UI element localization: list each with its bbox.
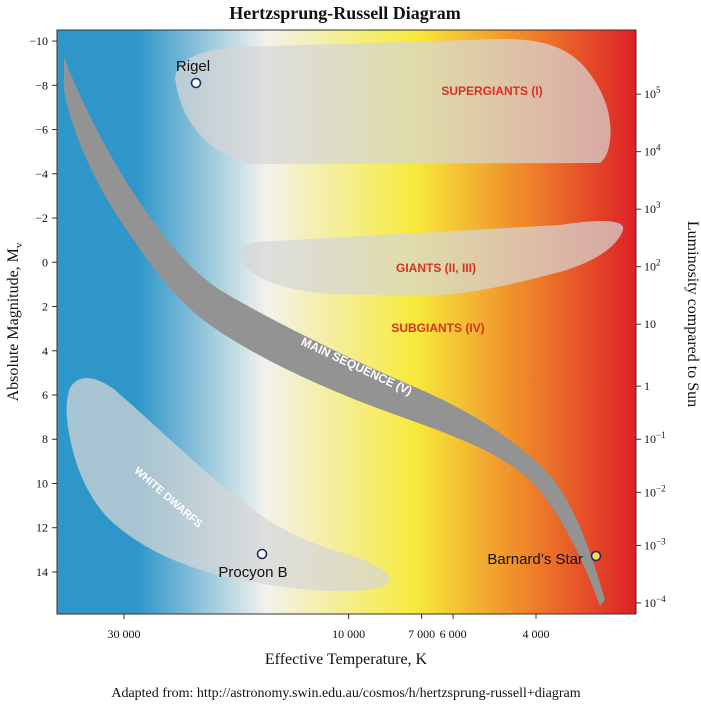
star-rigel-marker	[190, 77, 202, 89]
giants-label: GIANTS (II, III)	[396, 261, 476, 275]
right-tick-exp: 4	[656, 143, 661, 153]
left-axis-label: Absolute Magnitude, Mv	[5, 242, 25, 401]
right-tick-exp: −1	[656, 430, 666, 440]
left-tick-label: 12	[36, 521, 48, 535]
star-procyon-b-marker	[256, 548, 268, 560]
right-tick-exp: −4	[656, 594, 666, 604]
chart-title: Hertzsprung-Russell Diagram	[229, 3, 460, 23]
bottom-tick-label: 7 000	[408, 627, 435, 641]
left-tick-label: 6	[42, 388, 48, 402]
right-tick-label: 10−4	[644, 594, 666, 610]
right-tick-label: 103	[644, 200, 661, 216]
bottom-tick-label: 30 000	[108, 627, 141, 641]
credit-text: Adapted from: http://astronomy.swin.edu.…	[111, 686, 580, 701]
bottom-tick-label: 4 000	[523, 627, 550, 641]
supergiants-region	[175, 38, 611, 165]
star-barnards-marker	[590, 550, 602, 562]
right-tick-label: 10−1	[644, 430, 666, 446]
star-rigel-label: Rigel	[176, 58, 210, 75]
right-tick-base: 10	[644, 432, 656, 446]
right-tick-base: 10	[644, 596, 656, 610]
left-tick-label: 14	[36, 565, 48, 579]
right-tick-exp: −2	[656, 483, 666, 493]
right-tick-base: 10	[644, 317, 656, 331]
bottom-tick-label: 10 000	[332, 627, 365, 641]
right-tick-label: 102	[644, 258, 661, 274]
right-tick-base: 10	[644, 202, 656, 216]
plot-frame	[56, 29, 637, 615]
left-tick-label: −6	[35, 123, 48, 137]
right-tick-label: 10−3	[644, 536, 666, 552]
right-tick-base: 1	[644, 379, 650, 393]
right-tick-exp: 2	[656, 258, 661, 268]
left-axis-label-main: Absolute Magnitude, M	[5, 248, 22, 401]
left-tick-label: 2	[42, 300, 48, 314]
supergiants-label: SUPERGIANTS (I)	[441, 84, 542, 98]
left-axis-ticks: −10 −8 −6 −4 −2 0 2 4 6 8 10 12 14	[29, 34, 57, 579]
left-tick-label: 4	[42, 344, 48, 358]
right-tick-exp: 5	[656, 85, 661, 95]
left-tick-label: 8	[42, 432, 48, 446]
right-tick-base: 10	[644, 538, 656, 552]
right-tick-label: 10	[644, 317, 656, 331]
star-procyon-b-label: Procyon B	[218, 564, 287, 581]
right-tick-label: 104	[644, 143, 661, 159]
left-axis-label-sub: v	[13, 242, 25, 248]
right-tick-label: 1	[644, 379, 650, 393]
left-tick-label: 10	[36, 476, 48, 490]
right-tick-base: 10	[644, 87, 656, 101]
giants-region	[240, 220, 624, 296]
subgiants-label: SUBGIANTS (IV)	[391, 321, 484, 335]
right-tick-label: 105	[644, 85, 661, 101]
left-tick-label: −8	[35, 78, 48, 92]
bottom-axis-label: Effective Temperature, K	[265, 651, 428, 668]
right-tick-base: 10	[644, 145, 656, 159]
right-tick-exp: 3	[656, 200, 661, 210]
right-tick-exp: −3	[656, 536, 666, 546]
star-procyon-b: Procyon B	[218, 548, 288, 581]
star-barnards-label: Barnard’s Star	[487, 551, 583, 568]
bottom-axis-ticks: 30 000 10 000 7 000 6 000 4 000	[108, 614, 550, 641]
left-tick-label: 0	[42, 255, 48, 269]
star-barnards: Barnard’s Star	[487, 550, 602, 568]
left-tick-label: −2	[35, 211, 48, 225]
right-axis-label: Luminosity compared to Sun	[684, 221, 701, 407]
right-tick-base: 10	[644, 485, 656, 499]
right-tick-base: 10	[644, 260, 656, 274]
white-dwarfs-region	[66, 378, 390, 592]
bottom-tick-label: 6 000	[440, 627, 467, 641]
left-tick-label: −10	[29, 34, 48, 48]
right-tick-label: 10−2	[644, 483, 666, 499]
star-rigel: Rigel	[176, 58, 210, 89]
left-tick-label: −4	[35, 167, 48, 181]
